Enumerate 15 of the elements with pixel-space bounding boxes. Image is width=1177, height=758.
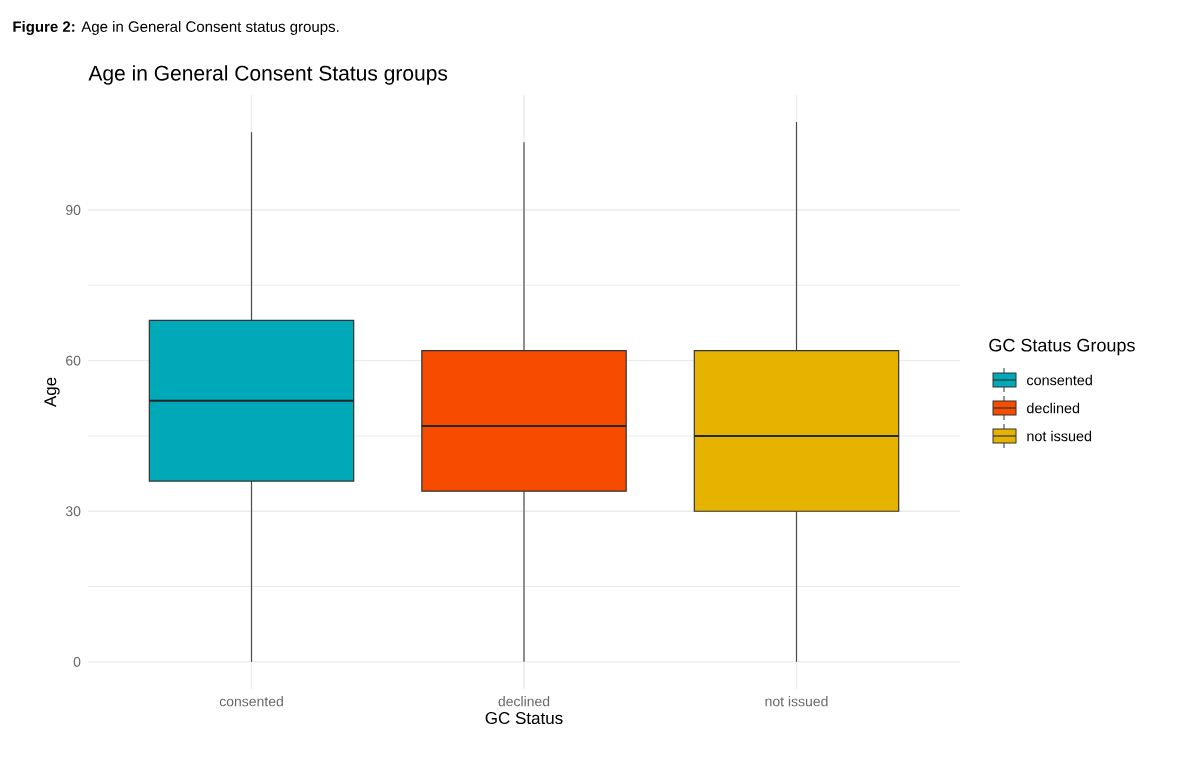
legend-label: not issued <box>1027 430 1092 442</box>
legend-title: GC Status Groups <box>989 338 1135 356</box>
chart-title: Age in General Consent Status groups <box>88 65 448 85</box>
y-axis-title: Age <box>44 377 60 408</box>
x-tick-label: not issued <box>765 696 828 707</box>
x-tick-label: consented <box>219 696 283 707</box>
text: Figure 2: Age in General Consent status groups. <box>13 20 339 35</box>
x-axis-title: GC Status <box>485 712 563 725</box>
y-tick-label: 60 <box>66 355 81 366</box>
y-tick-label: 90 <box>66 205 81 215</box>
legend-label: declined <box>1027 402 1080 414</box>
x-tick-label: declined <box>498 696 550 707</box>
y-tick-label: 30 <box>65 506 81 517</box>
legend-label: consented <box>1027 374 1092 386</box>
y-tick-label: 0 <box>73 656 81 667</box>
